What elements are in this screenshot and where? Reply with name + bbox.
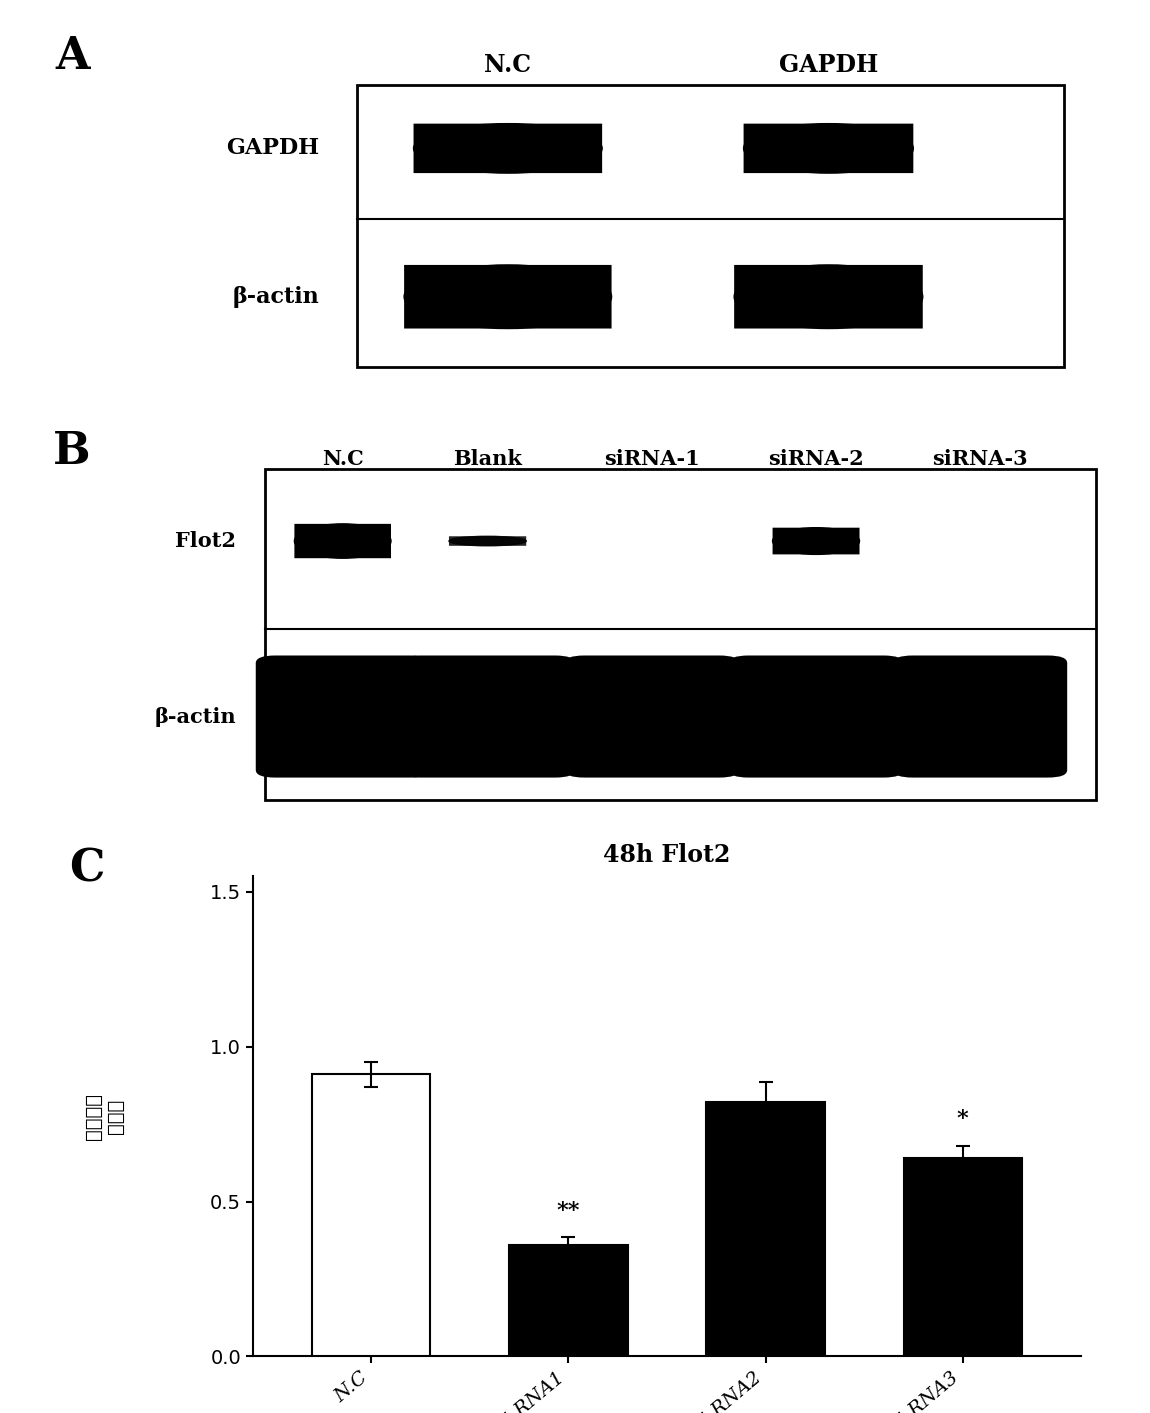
Bar: [904, 1159, 1022, 1356]
Ellipse shape: [734, 266, 922, 329]
Text: β-actin: β-actin: [232, 285, 320, 308]
Bar: [356, 85, 1064, 367]
Text: **: **: [557, 1200, 581, 1222]
Text: Blank: Blank: [453, 449, 522, 469]
Text: *: *: [957, 1108, 968, 1130]
Text: 蛋白相对
表达量: 蛋白相对 表达量: [84, 1092, 124, 1140]
FancyBboxPatch shape: [773, 527, 859, 554]
FancyBboxPatch shape: [734, 266, 922, 329]
Text: N.C: N.C: [484, 54, 531, 76]
FancyBboxPatch shape: [894, 656, 1067, 777]
FancyBboxPatch shape: [294, 524, 391, 558]
FancyBboxPatch shape: [448, 537, 527, 545]
Ellipse shape: [294, 524, 391, 558]
Bar: [266, 469, 1096, 800]
Bar: [706, 1102, 825, 1356]
FancyBboxPatch shape: [400, 656, 575, 777]
Text: siRNA-1: siRNA-1: [604, 449, 699, 469]
Ellipse shape: [404, 266, 612, 329]
FancyBboxPatch shape: [729, 656, 903, 777]
FancyBboxPatch shape: [255, 656, 430, 777]
FancyBboxPatch shape: [404, 266, 612, 329]
Text: N.C: N.C: [322, 449, 363, 469]
FancyBboxPatch shape: [565, 656, 738, 777]
Text: β-actin: β-actin: [155, 706, 237, 726]
Text: C: C: [69, 848, 105, 890]
FancyBboxPatch shape: [414, 124, 603, 174]
Text: A: A: [55, 35, 90, 78]
Ellipse shape: [744, 124, 913, 172]
Text: GAPDH: GAPDH: [227, 137, 320, 160]
Ellipse shape: [773, 527, 859, 554]
Text: B: B: [53, 431, 91, 473]
Text: Flot2: Flot2: [176, 531, 237, 551]
Text: GAPDH: GAPDH: [779, 54, 879, 76]
Ellipse shape: [414, 124, 603, 172]
Bar: [312, 1074, 430, 1356]
Text: siRNA-3: siRNA-3: [933, 449, 1028, 469]
Ellipse shape: [448, 537, 527, 545]
Title: 48h Flot2: 48h Flot2: [604, 844, 730, 868]
FancyBboxPatch shape: [744, 124, 913, 174]
Bar: [509, 1245, 628, 1356]
Text: siRNA-2: siRNA-2: [768, 449, 864, 469]
